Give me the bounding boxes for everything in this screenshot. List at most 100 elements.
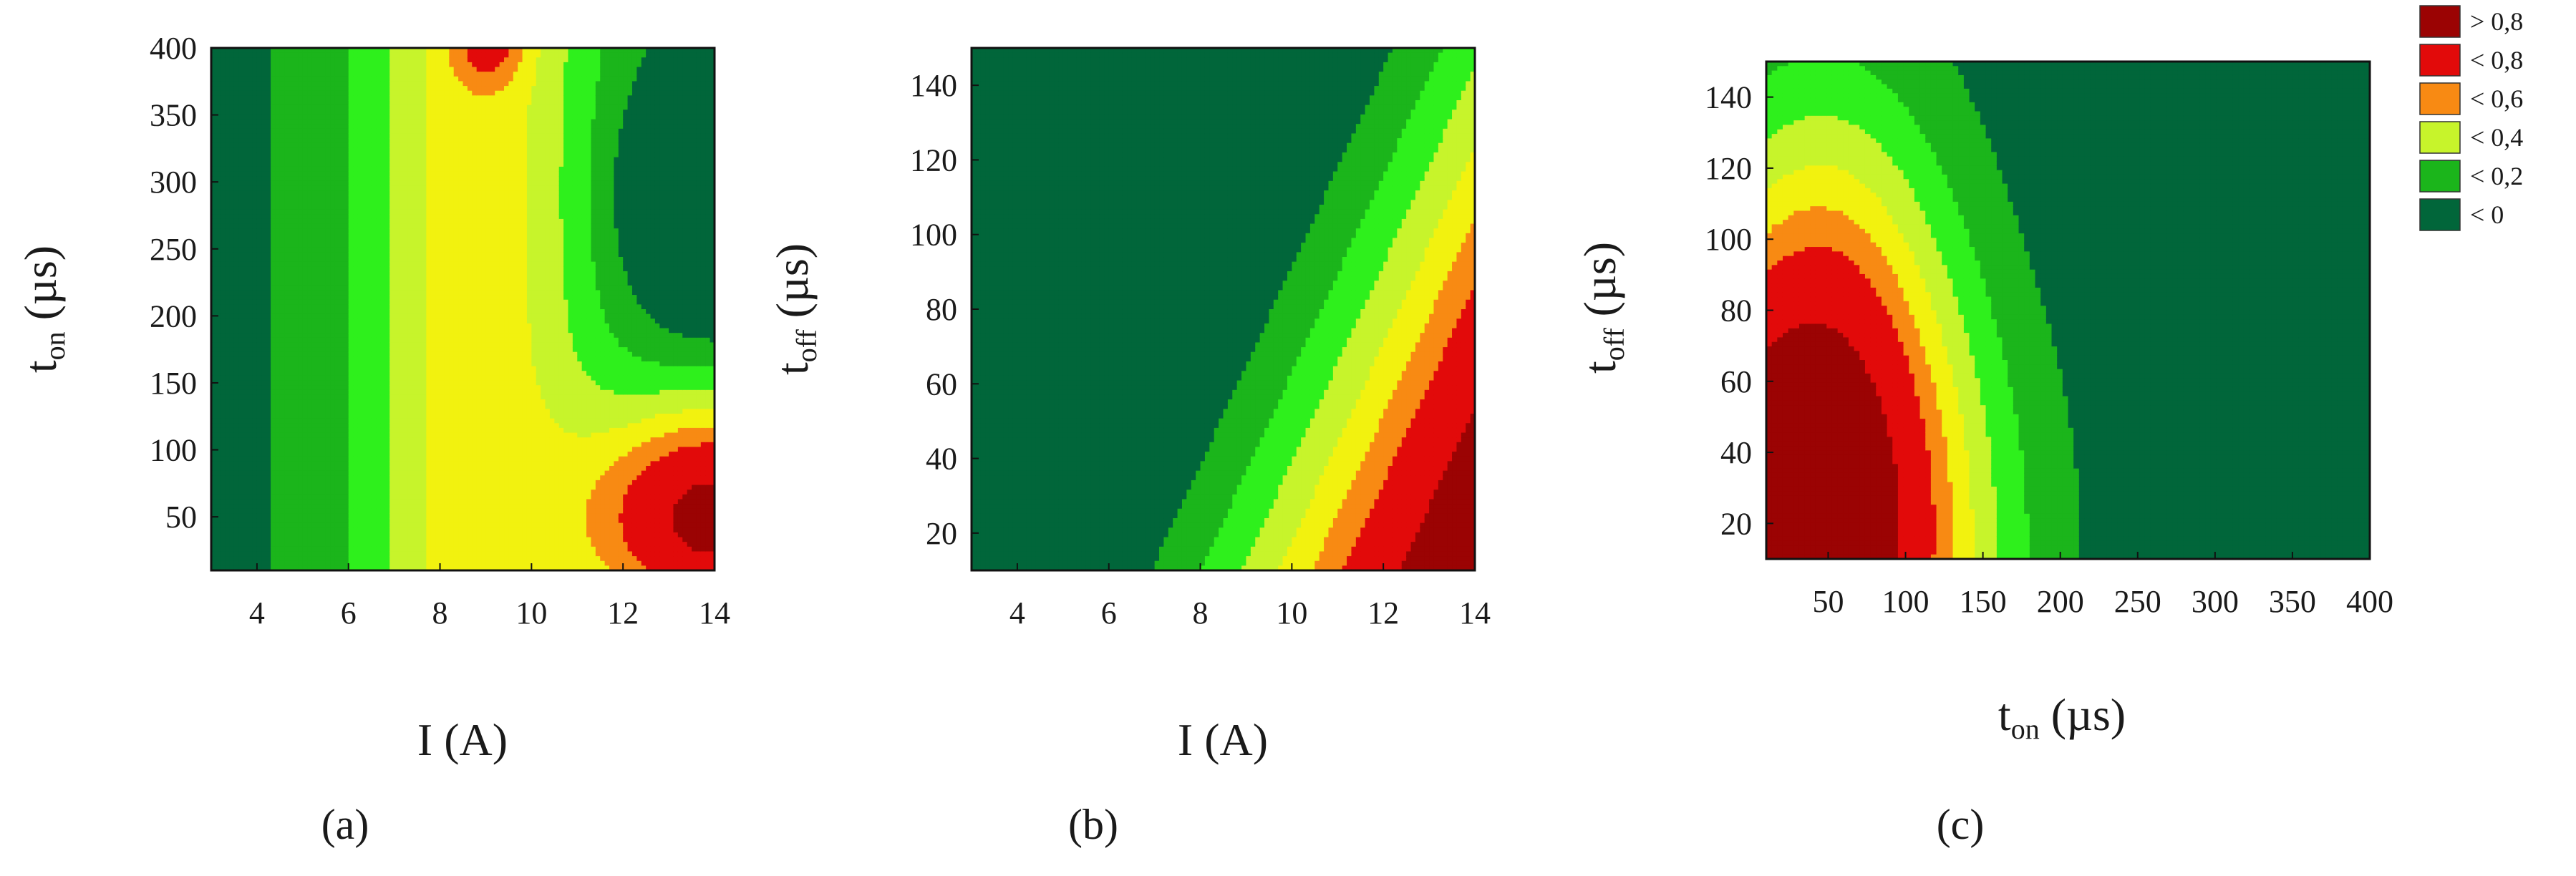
heatmap-cell [284,390,289,395]
heatmap-cell [394,414,400,419]
heatmap-cell [243,120,248,125]
heatmap-cell [403,77,408,82]
heatmap-cell [389,347,394,352]
heatmap-cell [298,72,303,77]
heatmap-cell [330,176,335,181]
heatmap-cell [399,162,404,167]
heatmap-cell [367,314,372,319]
heatmap-cell [408,328,413,334]
heatmap-cell [216,129,221,134]
heatmap-cell [408,347,413,352]
heatmap-cell [321,176,326,181]
heatmap-cell [394,152,400,157]
heatmap-cell [303,86,308,91]
heatmap-cell [275,224,280,229]
heatmap-cell [243,210,248,215]
heatmap-cell [372,195,377,200]
heatmap-cell [412,527,417,532]
heatmap-cell [344,547,349,552]
heatmap-cell [362,433,367,438]
heatmap-cell [238,105,243,110]
heatmap-cell [389,162,394,167]
heatmap-cell [330,366,335,371]
heatmap-cell [335,210,340,215]
heatmap-cell [394,376,400,381]
heatmap-cell [289,304,294,309]
heatmap-cell [275,490,280,495]
heatmap-cell [284,266,289,271]
heatmap-cell [358,490,363,495]
heatmap-cell [275,323,280,328]
heatmap-cell [394,257,400,262]
heatmap-cell [261,86,266,91]
heatmap-cell [385,532,390,537]
heatmap-cell [399,419,404,424]
heatmap-cell [312,447,317,452]
heatmap-cell [349,266,354,271]
heatmap-cell [326,290,331,295]
heatmap-cell [216,457,221,462]
heatmap-cell [303,205,308,210]
heatmap-cell [271,167,276,172]
heatmap-cell [221,466,226,471]
heatmap-cell [303,162,308,167]
heatmap-cell [367,195,372,200]
heatmap-cell [253,419,258,424]
heatmap-cell [408,77,413,82]
heatmap-cell [326,129,331,134]
heatmap-cell [243,115,248,120]
heatmap-cell [230,513,235,518]
heatmap-cell [271,342,276,347]
heatmap-cell [307,466,312,471]
heatmap-cell [389,72,394,77]
heatmap-cell [253,266,258,271]
heatmap-cell [394,542,400,547]
heatmap-cell [307,442,312,447]
heatmap-cell [316,172,321,177]
heatmap-cell [275,271,280,276]
heatmap-cell [321,471,326,476]
heatmap-cell [253,356,258,361]
heatmap-cell [225,466,230,471]
heatmap-cell [298,452,303,457]
heatmap-cell [257,442,262,447]
heatmap-cell [403,147,408,152]
heatmap-cell [289,181,294,186]
heatmap-cell [326,433,331,438]
heatmap-cell [230,181,235,186]
heatmap-cell [353,556,358,561]
heatmap-cell [372,252,377,257]
heatmap-cell [385,419,390,424]
heatmap-cell [289,271,294,276]
heatmap-cell [326,304,331,309]
heatmap-cell [225,181,230,186]
heatmap-cell [307,290,312,295]
heatmap-cell [376,271,381,276]
heatmap-cell [284,318,289,323]
heatmap-cell [261,495,266,500]
heatmap-cell [321,409,326,414]
heatmap-cell [312,518,317,523]
heatmap-cell [298,542,303,547]
heatmap-cell [284,504,289,509]
heatmap-cell [294,352,299,357]
heatmap-cell [271,281,276,286]
heatmap-cell [280,157,285,162]
heatmap-cell [389,143,394,148]
heatmap-cell [412,466,417,471]
heatmap-cell [294,115,299,120]
heatmap-cell [261,120,266,125]
heatmap-cell [372,86,377,91]
heatmap-cell [275,167,280,172]
heatmap-cell [243,262,248,267]
heatmap-cell [289,233,294,238]
heatmap-cell [399,210,404,215]
heatmap-cell [253,409,258,414]
heatmap-cell [234,376,239,381]
heatmap-cell [230,143,235,148]
heatmap-cell [230,200,235,205]
heatmap-cell [399,523,404,528]
heatmap-cell [408,181,413,186]
heatmap-cell [316,409,321,414]
heatmap-cell [326,532,331,537]
